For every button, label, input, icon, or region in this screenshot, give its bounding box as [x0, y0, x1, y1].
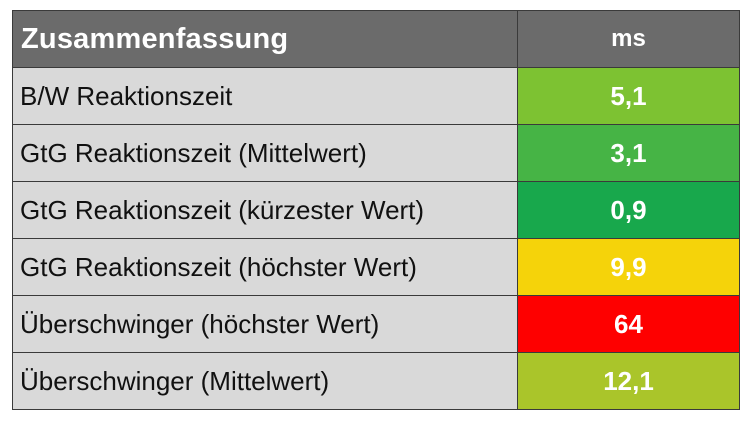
table-row: GtG Reaktionszeit (kürzester Wert) 0,9 [12, 181, 740, 239]
table-row: Überschwinger (höchster Wert) 64 [12, 295, 740, 353]
table-row: GtG Reaktionszeit (Mittelwert) 3,1 [12, 124, 740, 182]
row-label: Überschwinger (Mittelwert) [12, 352, 518, 410]
header-title: Zusammenfassung [12, 10, 518, 68]
row-label: GtG Reaktionszeit (höchster Wert) [12, 238, 518, 296]
summary-table: Zusammenfassung ms B/W Reaktionszeit 5,1… [12, 10, 740, 410]
row-label: GtG Reaktionszeit (Mittelwert) [12, 124, 518, 182]
row-value: 0,9 [517, 181, 740, 239]
row-label: GtG Reaktionszeit (kürzester Wert) [12, 181, 518, 239]
row-label: B/W Reaktionszeit [12, 67, 518, 125]
header-unit: ms [517, 10, 740, 68]
row-value: 5,1 [517, 67, 740, 125]
table-row: Überschwinger (Mittelwert) 12,1 [12, 352, 740, 410]
table-header-row: Zusammenfassung ms [12, 10, 740, 68]
row-value: 64 [517, 295, 740, 353]
table-row: GtG Reaktionszeit (höchster Wert) 9,9 [12, 238, 740, 296]
row-label: Überschwinger (höchster Wert) [12, 295, 518, 353]
row-value: 9,9 [517, 238, 740, 296]
table-row: B/W Reaktionszeit 5,1 [12, 67, 740, 125]
row-value: 12,1 [517, 352, 740, 410]
row-value: 3,1 [517, 124, 740, 182]
